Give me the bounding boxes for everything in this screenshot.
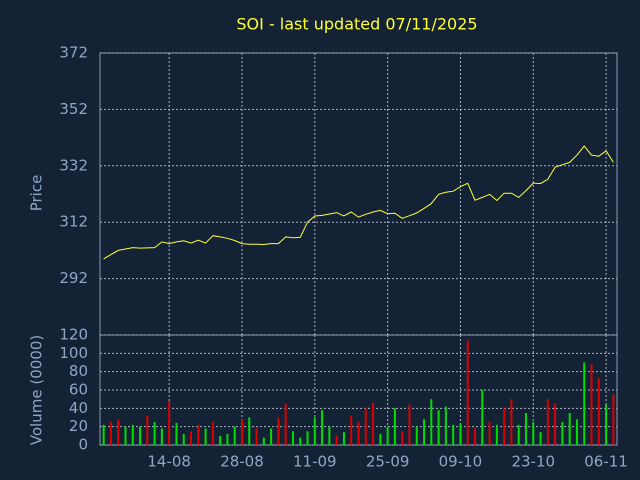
- volume-bar: [277, 417, 280, 445]
- x-tick-label: 06-11: [584, 453, 628, 471]
- volume-bar: [270, 428, 273, 445]
- volume-bar: [532, 422, 535, 445]
- volume-bar: [372, 402, 375, 445]
- y-tick-label: 372: [59, 44, 88, 62]
- volume-bar: [139, 426, 142, 445]
- x-tick-label: 28-08: [220, 453, 264, 471]
- volume-bar: [291, 431, 294, 445]
- volume-bar: [146, 415, 149, 445]
- volume-bar: [197, 424, 200, 445]
- y-tick-label: 20: [69, 417, 88, 435]
- volume-bar: [524, 412, 527, 445]
- volume-bar: [379, 434, 382, 445]
- volume-bar: [423, 419, 426, 445]
- volume-bar: [342, 432, 345, 445]
- y-tick-label: 80: [69, 362, 88, 380]
- volume-bar: [357, 422, 360, 445]
- volume-bar: [153, 422, 156, 445]
- volume-bar: [539, 432, 542, 445]
- volume-bar: [211, 422, 214, 445]
- volume-bar: [546, 399, 549, 445]
- price-line: [103, 145, 614, 260]
- volume-bar: [219, 435, 222, 445]
- y-tick-label: 120: [59, 326, 88, 344]
- volume-bar: [131, 424, 134, 445]
- volume-bar: [503, 408, 506, 445]
- y-tick-label: 40: [69, 399, 88, 417]
- x-tick-label: 11-09: [293, 453, 337, 471]
- volume-bar: [175, 423, 178, 445]
- y-tick-label: 352: [59, 100, 88, 118]
- volume-bar: [306, 431, 309, 445]
- y-tick-label: 60: [69, 381, 88, 399]
- volume-bar: [568, 412, 571, 445]
- volume-bar: [168, 401, 171, 445]
- volume-bar: [430, 399, 433, 445]
- volume-bar: [124, 426, 127, 445]
- volume-bar: [233, 426, 236, 445]
- volume-bar: [226, 434, 229, 445]
- volume-bar: [452, 424, 455, 445]
- x-tick-label: 14-08: [147, 453, 191, 471]
- volume-bar: [495, 424, 498, 445]
- volume-bar: [182, 434, 185, 445]
- volume-bar: [248, 417, 251, 445]
- y-tick-label: 0: [78, 436, 88, 454]
- volume-bar: [437, 410, 440, 445]
- volume-bar: [386, 426, 389, 445]
- volume-bar: [393, 408, 396, 445]
- volume-bar: [102, 424, 105, 445]
- volume-bar: [190, 431, 193, 445]
- volume-bar: [583, 362, 586, 445]
- volume-bar: [240, 419, 243, 445]
- volume-bar: [575, 419, 578, 445]
- y-tick-label: 292: [59, 269, 88, 287]
- volume-bar: [517, 424, 520, 445]
- volume-bar: [364, 408, 367, 445]
- volume-bar: [415, 426, 418, 445]
- volume-bar: [561, 422, 564, 445]
- volume-bar: [255, 428, 258, 445]
- volume-bar: [160, 428, 163, 445]
- volume-bar: [335, 435, 338, 445]
- volume-bar: [474, 428, 477, 445]
- volume-bar: [350, 415, 353, 445]
- y-axis-title: Volume (0000): [28, 335, 46, 445]
- volume-bar: [313, 417, 316, 445]
- volume-bar: [481, 390, 484, 445]
- volume-bar: [401, 431, 404, 445]
- volume-bar: [554, 403, 557, 445]
- volume-bar: [328, 426, 331, 445]
- chart-title: SOI - last updated 07/11/2025: [236, 15, 477, 34]
- y-tick-label: 100: [59, 344, 88, 362]
- volume-bar: [488, 422, 491, 445]
- volume-bar: [510, 399, 513, 445]
- x-tick-label: 25-09: [366, 453, 410, 471]
- y-tick-label: 332: [59, 156, 88, 174]
- volume-bar: [459, 423, 462, 445]
- volume-bar: [284, 403, 287, 445]
- x-tick-label: 23-10: [511, 453, 555, 471]
- volume-bar: [612, 394, 615, 445]
- y-axis-title: Price: [28, 175, 46, 212]
- volume-bar: [605, 404, 608, 445]
- volume-bar: [321, 410, 324, 445]
- volume-bar: [466, 340, 469, 445]
- y-tick-label: 312: [59, 213, 88, 231]
- volume-bar: [262, 437, 265, 445]
- volume-bar: [444, 406, 447, 445]
- x-tick-label: 09-10: [439, 453, 483, 471]
- volume-bar: [590, 364, 593, 445]
- volume-bar: [597, 378, 600, 445]
- volume-bar: [117, 419, 120, 445]
- volume-bar: [109, 422, 112, 445]
- volume-bar: [299, 437, 302, 445]
- volume-bar: [204, 428, 207, 445]
- volume-bar: [408, 404, 411, 445]
